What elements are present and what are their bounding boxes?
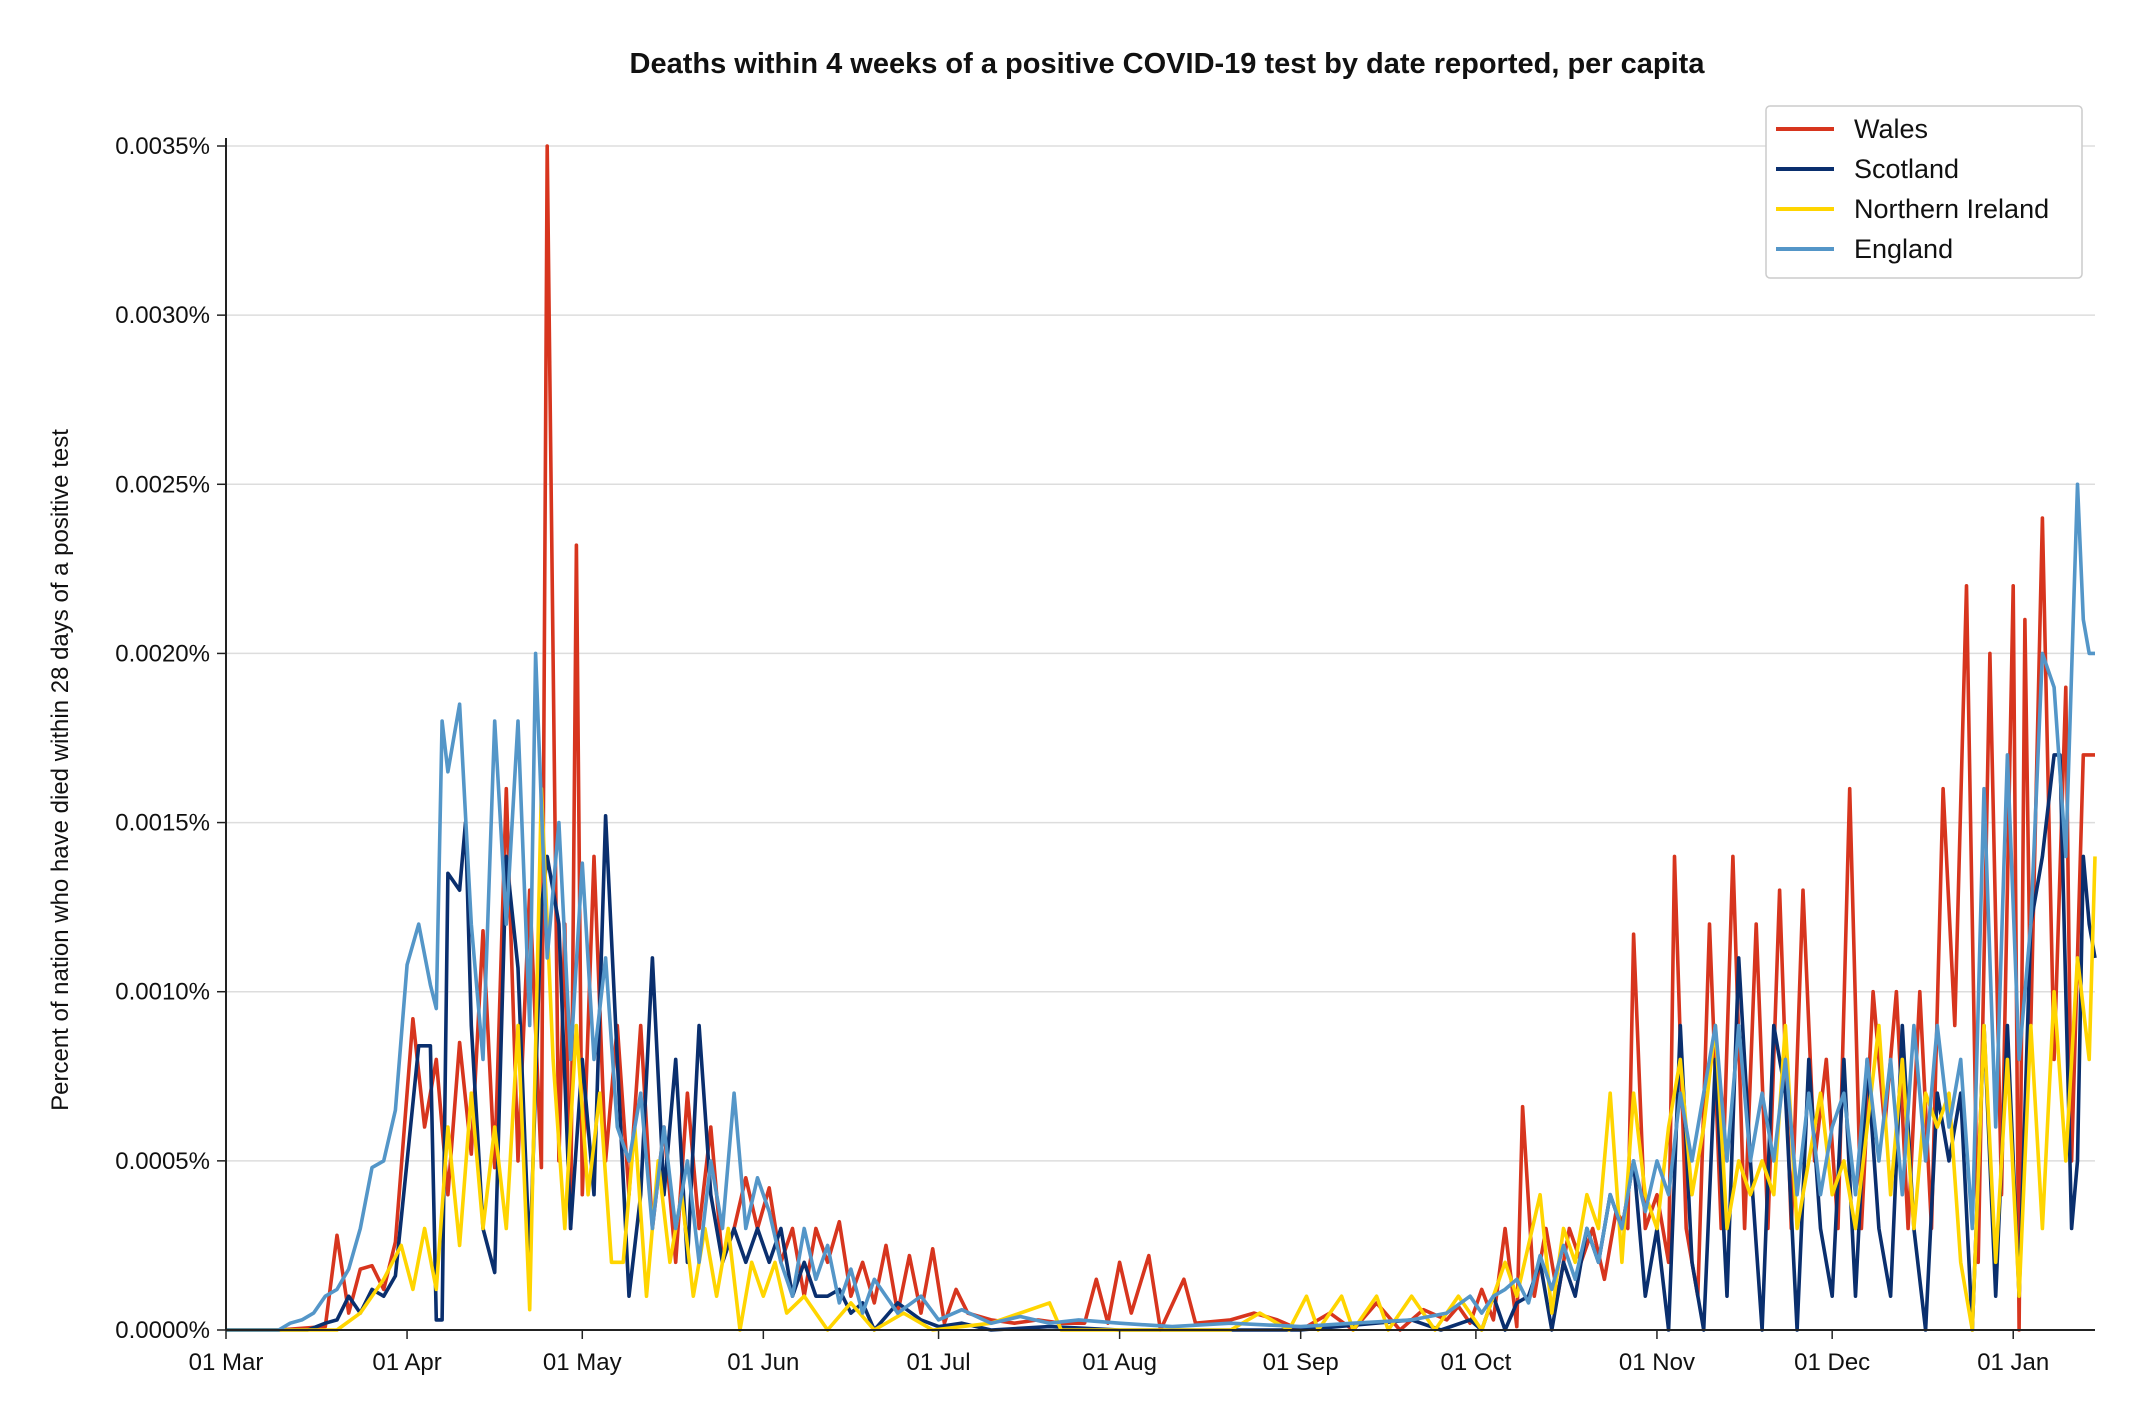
- chart-title: Deaths within 4 weeks of a positive COVI…: [630, 48, 1706, 80]
- series-line-wales: [226, 144, 2095, 1332]
- y-tick-label: 0.0015%: [115, 810, 210, 837]
- x-tick-label: 01 Jun: [727, 1349, 799, 1376]
- y-tick-label: 0.0010%: [115, 979, 210, 1006]
- x-tick-label: 01 Nov: [1619, 1349, 1695, 1376]
- y-tick-label: 0.0025%: [115, 471, 210, 498]
- x-tick-label: 01 Jan: [1977, 1349, 2049, 1376]
- axes: 0.0000% 0.0005% 0.0010% 0.0015% 0.0020% 0.002…: [115, 133, 2095, 1376]
- x-tick-label: 01 Dec: [1794, 1349, 1870, 1376]
- x-tick-label: 01 May: [543, 1349, 622, 1376]
- y-tick-label: 0.0005%: [115, 1148, 210, 1175]
- legend-label-northern-ireland: Northern Ireland: [1854, 194, 2049, 224]
- legend: Wales Scotland Northern Ireland England: [1765, 105, 2083, 279]
- x-tick-label: 01 Apr: [372, 1349, 441, 1376]
- legend-label-england: England: [1854, 234, 1953, 264]
- x-tick-label: 01 Sep: [1263, 1349, 1339, 1376]
- legend-box: [1765, 105, 2083, 279]
- x-tick-label: 01 Jul: [907, 1349, 971, 1376]
- y-tick-label: 0.0000%: [115, 1317, 210, 1344]
- series-line-england: [226, 482, 2095, 1332]
- y-axis-label: Percent of nation who have died within 2…: [47, 429, 74, 1111]
- y-tick-label: 0.0035%: [115, 133, 210, 160]
- series-lines: [226, 144, 2097, 1332]
- legend-label-wales: Wales: [1854, 114, 1928, 144]
- x-tick-label: 01 Oct: [1441, 1349, 1512, 1376]
- y-tick-label: 0.0030%: [115, 302, 210, 329]
- legend-label-scotland: Scotland: [1854, 154, 1959, 184]
- gridlines: [226, 145, 2095, 1162]
- x-tick-label: 01 Aug: [1082, 1349, 1157, 1376]
- y-tick-label: 0.0020%: [115, 640, 210, 667]
- x-tick-label: 01 Mar: [189, 1349, 264, 1376]
